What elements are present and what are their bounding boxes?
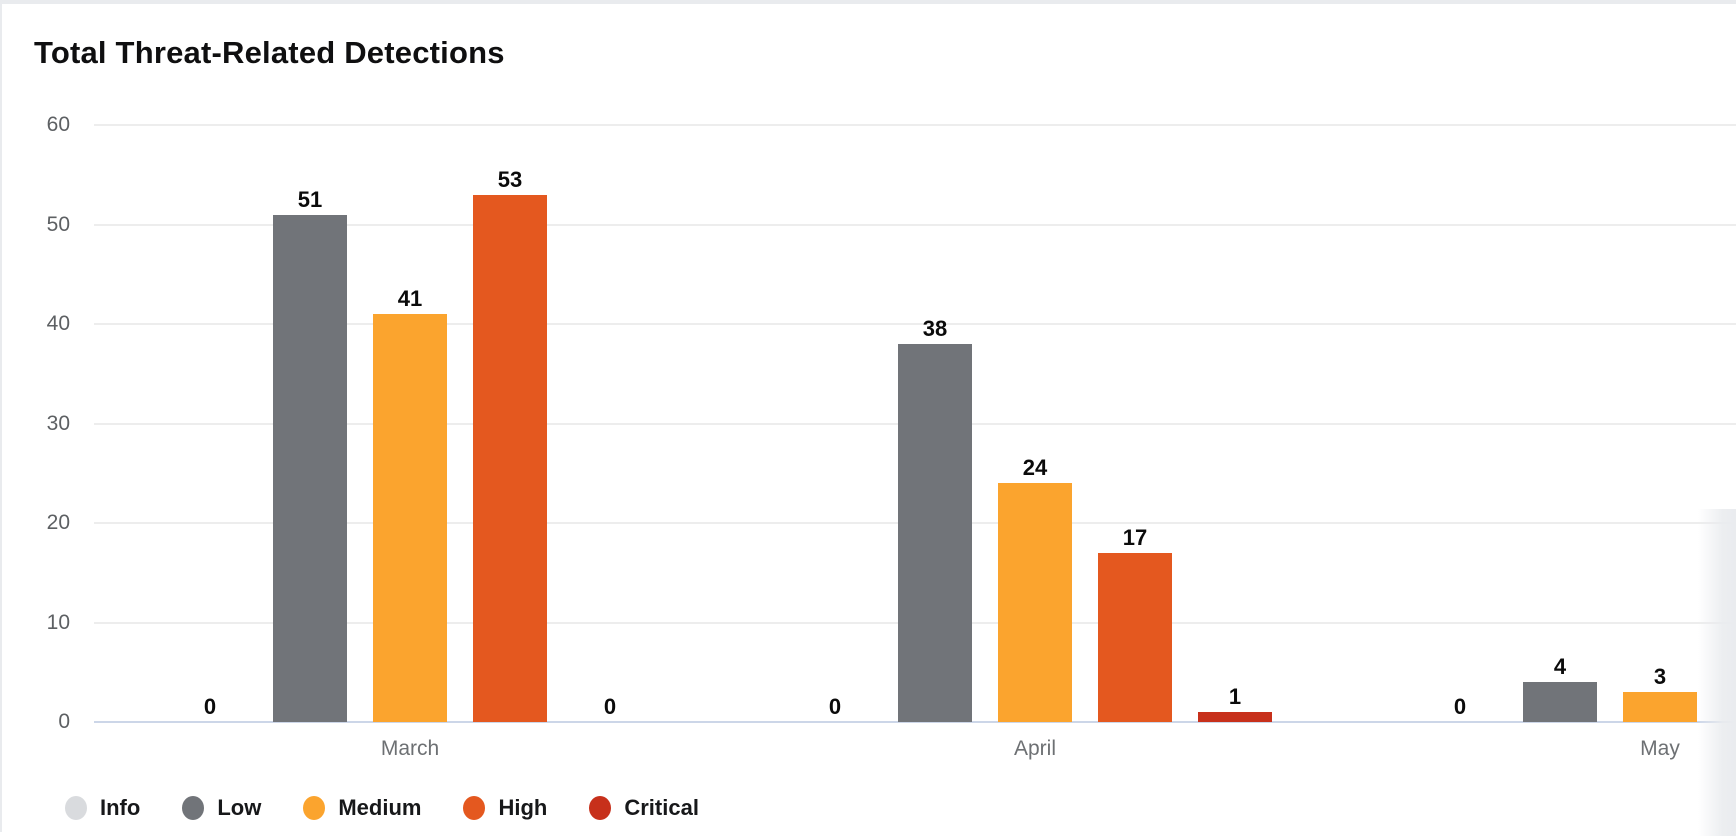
bar-march-medium[interactable] (373, 314, 447, 722)
chart-legend: Info Low Medium High Critical (65, 795, 699, 821)
y-axis-tick-10: 10 (24, 611, 70, 635)
legend-label-high: High (498, 795, 547, 821)
legend-swatch-critical (589, 796, 611, 820)
legend-label-info: Info (100, 795, 140, 821)
bar-march-low[interactable] (273, 215, 347, 722)
legend-label-medium: Medium (338, 795, 421, 821)
bar-value-march-high: 53 (498, 168, 522, 192)
x-axis-label-april: April (1014, 737, 1056, 761)
bar-may-medium[interactable] (1623, 692, 1697, 722)
y-gridline-60 (94, 124, 1736, 126)
bar-march-high[interactable] (473, 195, 547, 722)
legend-swatch-medium (303, 796, 325, 820)
bar-value-april-low: 38 (923, 317, 947, 341)
bar-value-april-critical: 1 (1229, 685, 1241, 709)
bar-value-march-critical: 0 (604, 695, 616, 719)
y-axis-tick-50: 50 (24, 213, 70, 237)
legend-swatch-low (182, 796, 204, 820)
bar-value-may-info: 0 (1454, 695, 1466, 719)
bar-april-high[interactable] (1098, 553, 1172, 722)
x-axis-label-march: March (381, 737, 439, 761)
bar-may-low[interactable] (1523, 682, 1597, 722)
legend-swatch-info (65, 796, 87, 820)
legend-item-high[interactable]: High (463, 795, 547, 821)
x-axis-label-may: May (1640, 737, 1680, 761)
bar-april-low[interactable] (898, 344, 972, 722)
bar-value-april-info: 0 (829, 695, 841, 719)
bar-april-medium[interactable] (998, 483, 1072, 722)
bar-april-critical[interactable] (1198, 712, 1272, 722)
legend-item-info[interactable]: Info (65, 795, 140, 821)
legend-label-critical: Critical (624, 795, 699, 821)
y-axis-tick-20: 20 (24, 511, 70, 535)
y-axis-tick-30: 30 (24, 412, 70, 436)
bar-value-march-info: 0 (204, 695, 216, 719)
bar-value-may-medium: 3 (1654, 665, 1666, 689)
bar-value-april-high: 17 (1123, 526, 1147, 550)
bar-value-march-low: 51 (298, 188, 322, 212)
y-axis-tick-60: 60 (24, 113, 70, 137)
legend-item-low[interactable]: Low (182, 795, 261, 821)
bar-value-may-low: 4 (1554, 655, 1566, 679)
legend-swatch-high (463, 796, 485, 820)
bar-chart-plot-area: 0 10 20 30 40 50 60 0 0 0 51 38 4 41 24 3 53 17 0 1 March Apr… (2, 4, 1736, 836)
legend-label-low: Low (217, 795, 261, 821)
y-axis-tick-40: 40 (24, 312, 70, 336)
legend-item-medium[interactable]: Medium (303, 795, 421, 821)
legend-item-critical[interactable]: Critical (589, 795, 699, 821)
y-axis-tick-0: 0 (24, 710, 70, 734)
bar-value-april-medium: 24 (1023, 456, 1047, 480)
bar-value-march-medium: 41 (398, 287, 422, 311)
